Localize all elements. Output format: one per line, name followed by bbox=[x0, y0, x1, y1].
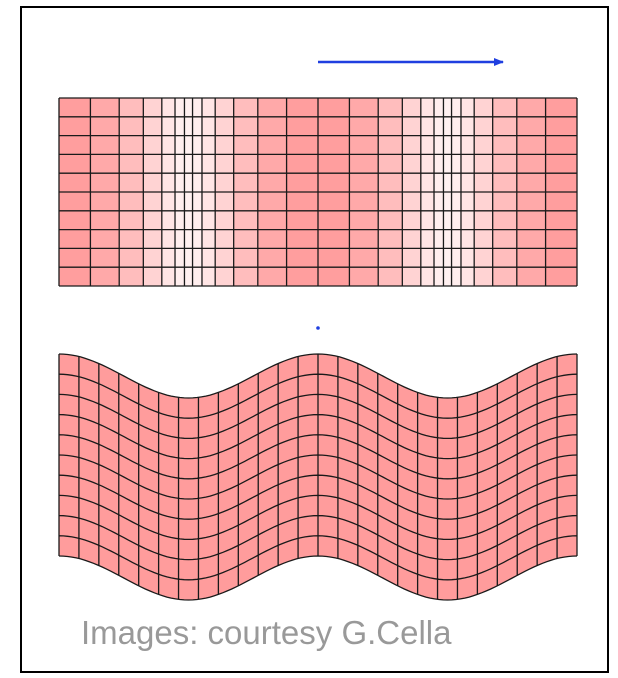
marker-dot bbox=[316, 326, 320, 330]
longitudinal-wave-grid bbox=[58, 97, 578, 287]
transverse-wave-grid bbox=[58, 353, 578, 601]
image-credit-caption: Images: courtesy G.Cella bbox=[81, 614, 452, 651]
